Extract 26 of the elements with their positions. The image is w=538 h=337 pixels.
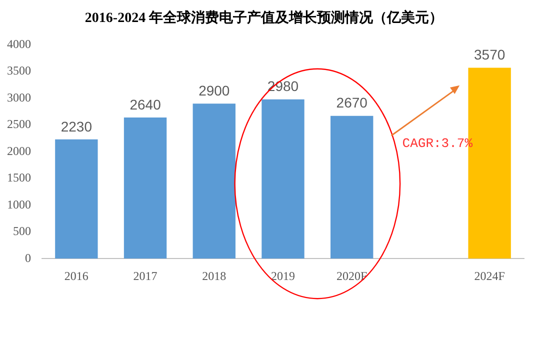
bar <box>262 99 304 259</box>
y-tick-label: 3500 <box>7 64 31 78</box>
y-tick-label: 1000 <box>7 197 31 212</box>
x-tick-label: 2017 <box>133 268 158 283</box>
bar <box>192 104 236 259</box>
bar <box>330 116 374 259</box>
x-tick-label: 2020F <box>336 268 368 283</box>
x-tick-label: 2016 <box>64 268 88 283</box>
bar <box>124 117 167 259</box>
data-label: 2670 <box>336 94 368 111</box>
y-tick-label: 1500 <box>7 170 31 185</box>
y-tick-label: 0 <box>25 250 31 265</box>
y-tick-label: 500 <box>13 224 31 238</box>
x-tick-label: 2018 <box>202 268 226 283</box>
chart-title: 2016-2024 年全球消费电子产值及增长预测情况（亿美元） <box>84 9 444 26</box>
y-tick-label: 2500 <box>7 117 31 132</box>
bar <box>55 139 98 259</box>
data-label: 2640 <box>130 96 162 112</box>
y-tick-label: 4000 <box>7 36 31 51</box>
x-tick-label: 2024F <box>474 268 506 283</box>
x-tick-label: 2019 <box>271 268 295 283</box>
y-tick-label: 3000 <box>7 90 31 104</box>
data-label: 3570 <box>474 46 506 63</box>
data-label: 2900 <box>198 82 230 98</box>
y-tick-label: 2000 <box>7 144 31 158</box>
data-label: 2230 <box>60 118 92 134</box>
